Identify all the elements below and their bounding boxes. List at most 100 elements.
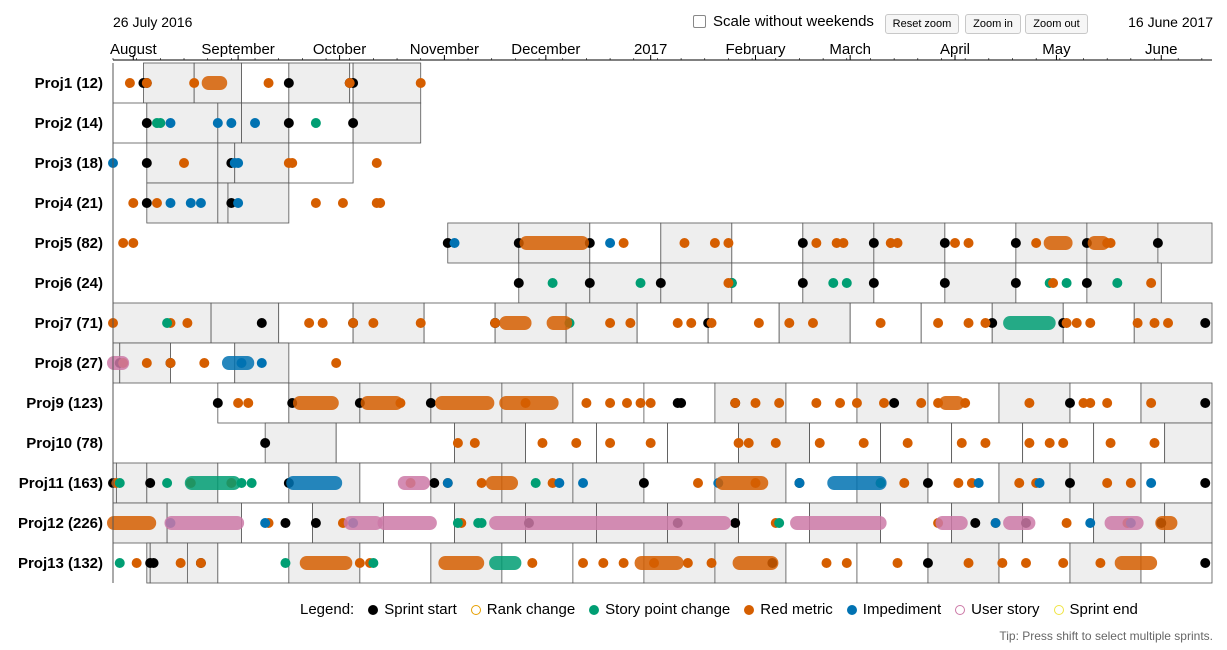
event-cluster[interactable] [438,556,485,570]
red-metric-marker[interactable] [899,478,910,488]
event-cluster[interactable] [343,516,383,530]
sprint-segment[interactable] [785,382,858,424]
story-point-change-marker[interactable] [114,558,125,568]
sprint-start-marker[interactable] [584,278,595,288]
red-metric-marker[interactable] [1014,478,1025,488]
sprint-start-marker[interactable] [868,278,879,288]
red-metric-marker[interactable] [124,78,135,88]
red-metric-marker[interactable] [1048,278,1059,288]
story-point-change-marker[interactable] [547,278,558,288]
red-metric-marker[interactable] [835,398,846,408]
legend-item-impediment[interactable]: Impediment [846,601,941,618]
event-cluster[interactable] [184,476,241,490]
red-metric-marker[interactable] [892,238,903,248]
event-cluster[interactable] [489,556,522,570]
sprint-start-marker[interactable] [1064,478,1075,488]
red-metric-marker[interactable] [933,318,944,328]
red-metric-marker[interactable] [858,438,869,448]
sprint-segment[interactable] [1164,422,1213,464]
sprint-segment[interactable] [596,422,668,464]
event-cluster[interactable] [790,516,887,530]
red-metric-marker[interactable] [980,438,991,448]
red-metric-marker[interactable] [490,318,501,328]
red-metric-marker[interactable] [625,318,636,328]
sprint-segment[interactable] [241,502,313,544]
red-metric-marker[interactable] [317,318,328,328]
sprint-start-marker[interactable] [283,118,294,128]
impediment-marker[interactable] [578,478,589,488]
sprint-segment[interactable] [217,382,290,424]
project-row[interactable]: Proj11 (163) [19,462,1213,504]
sprint-start-marker[interactable] [1200,478,1211,488]
red-metric-marker[interactable] [195,558,206,568]
sprint-start-marker[interactable] [310,518,321,528]
sprint-start-marker[interactable] [141,118,152,128]
red-metric-marker[interactable] [243,398,254,408]
red-metric-marker[interactable] [1024,398,1035,408]
legend-item-rank-change[interactable]: Rank change [470,601,575,618]
story-point-change-marker[interactable] [310,118,321,128]
story-point-change-marker[interactable] [476,518,487,528]
impediment-marker[interactable] [1034,478,1045,488]
event-cluster[interactable] [827,476,887,490]
impediment-marker[interactable] [990,518,1001,528]
red-metric-marker[interactable] [682,558,693,568]
project-row[interactable]: Proj13 (132) [18,542,1213,584]
red-metric-marker[interactable] [469,438,480,448]
red-metric-marker[interactable] [875,318,886,328]
red-metric-marker[interactable] [618,558,629,568]
impediment-marker[interactable] [212,118,223,128]
red-metric-marker[interactable] [141,78,152,88]
story-point-change-marker[interactable] [828,278,839,288]
legend-item-red-metric[interactable]: Red metric [744,601,833,618]
red-metric-marker[interactable] [723,238,734,248]
sprint-segment[interactable] [288,142,354,184]
event-cluster[interactable] [164,516,245,530]
red-metric-marker[interactable] [963,318,974,328]
red-metric-marker[interactable] [902,438,913,448]
red-metric-marker[interactable] [709,238,720,248]
event-cluster[interactable] [1003,516,1036,530]
sprint-start-marker[interactable] [1081,278,1092,288]
red-metric-marker[interactable] [571,438,582,448]
sprint-segment[interactable] [234,142,290,184]
sprint-segment[interactable] [278,302,354,344]
red-metric-marker[interactable] [452,438,463,448]
sprint-segment[interactable] [927,462,1000,504]
sprint-segment[interactable] [873,262,946,304]
story-point-change-marker[interactable] [162,478,173,488]
red-metric-marker[interactable] [679,238,690,248]
sprint-start-marker[interactable] [797,278,808,288]
red-metric-marker[interactable] [1071,318,1082,328]
event-cluster[interactable] [1104,516,1144,530]
event-cluster[interactable] [732,556,779,570]
red-metric-marker[interactable] [1102,478,1113,488]
sprint-start-marker[interactable] [868,238,879,248]
event-cluster[interactable] [107,516,157,530]
story-point-change-marker[interactable] [1112,278,1123,288]
event-cluster[interactable] [377,516,437,530]
scale-without-weekends-toggle[interactable]: Scale without weekends [693,13,874,30]
red-metric-marker[interactable] [415,318,426,328]
red-metric-marker[interactable] [635,398,646,408]
sprint-start-marker[interactable] [212,398,223,408]
sprint-segment[interactable] [998,382,1071,424]
sprint-start-marker[interactable] [145,478,156,488]
sprint-segment[interactable] [880,422,953,464]
sprint-start-marker[interactable] [1152,238,1163,248]
red-metric-marker[interactable] [598,558,609,568]
sprint-segment[interactable] [873,222,946,264]
project-row[interactable]: Proj3 (18) [35,142,382,184]
event-cluster[interactable] [499,396,559,410]
story-point-change-marker[interactable] [774,518,785,528]
impediment-marker[interactable] [233,198,244,208]
red-metric-marker[interactable] [686,318,697,328]
red-metric-marker[interactable] [605,438,616,448]
red-metric-marker[interactable] [375,198,386,208]
zoom-in-button[interactable]: Zoom in [965,14,1021,34]
sprint-start-marker[interactable] [141,158,152,168]
sprint-segment[interactable] [707,302,780,344]
red-metric-marker[interactable] [963,238,974,248]
sprint-start-marker[interactable] [889,398,900,408]
sprint-segment[interactable] [589,262,662,304]
